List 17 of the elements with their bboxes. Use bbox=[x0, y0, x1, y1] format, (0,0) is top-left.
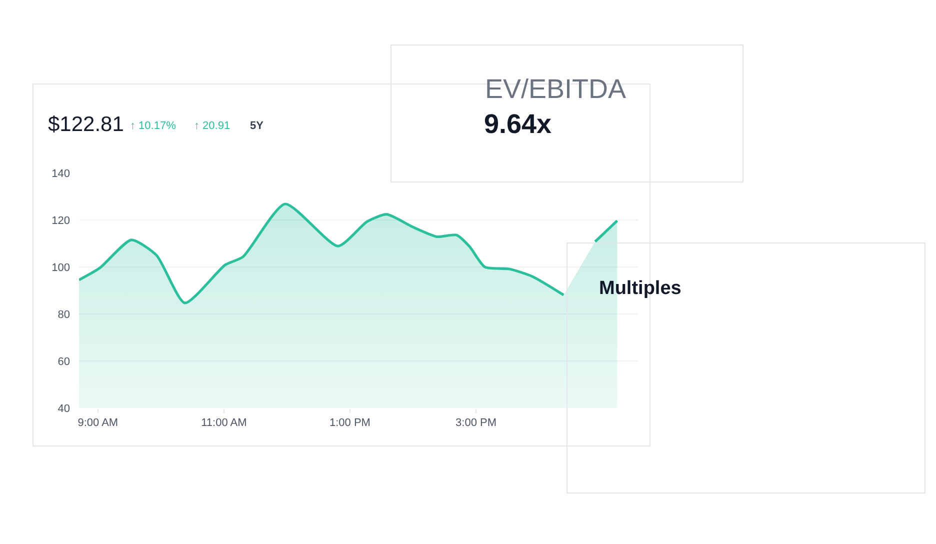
chart-title: $122.81 bbox=[48, 113, 124, 136]
text: ↑ 20.91 bbox=[194, 120, 230, 132]
y-tick-label: 80 bbox=[58, 308, 70, 321]
x-tick-label: 11:00 AM bbox=[201, 417, 247, 430]
text: ↑ 10.17% bbox=[130, 120, 176, 132]
x-tick-label: 9:00 AM bbox=[78, 417, 118, 430]
text: EV/EBITDA bbox=[485, 74, 626, 104]
text: 5Y bbox=[250, 120, 264, 132]
y-tick-label: 60 bbox=[58, 356, 70, 368]
text: 9.64x bbox=[484, 109, 552, 139]
x-tick-label: 3:00 PM bbox=[456, 417, 497, 430]
annotation: Multiples bbox=[599, 278, 682, 299]
y-tick-label: 120 bbox=[52, 214, 70, 227]
y-tick-label: 100 bbox=[52, 262, 70, 274]
y-tick-label: 40 bbox=[58, 402, 70, 415]
y-tick-label: 140 bbox=[52, 168, 70, 180]
x-tick-label: 1:00 PM bbox=[330, 417, 370, 430]
